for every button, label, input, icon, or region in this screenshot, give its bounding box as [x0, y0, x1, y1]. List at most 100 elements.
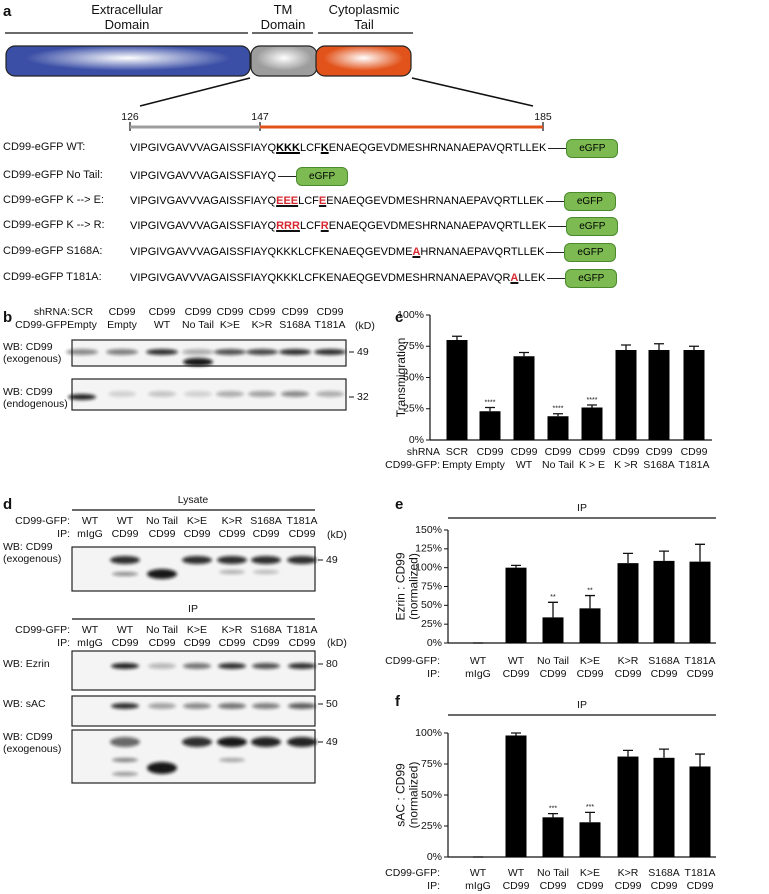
bar [505, 567, 527, 643]
error-bar [519, 351, 529, 357]
bar [446, 340, 468, 440]
x-tick-label: No Tail [537, 867, 569, 879]
row-header: IP: [57, 637, 70, 649]
sequence-segment: VIPGIVGAVVVAGAISSFIAYQ [130, 170, 277, 182]
blot [71, 695, 316, 727]
sequence-segment: VIPGIVGAVVVAGAISSFIAYQKKKLCFKENAEQGEVDME… [130, 272, 511, 284]
error-bar [654, 343, 664, 350]
unit-label: (kD) [327, 637, 347, 649]
lane-label: No Tail [146, 624, 178, 636]
bar [542, 817, 564, 857]
sequence-segment: LCF [299, 220, 321, 232]
lane-label: No Tail [146, 515, 178, 527]
error-bar [659, 748, 669, 758]
band [217, 556, 247, 564]
bar [542, 617, 564, 643]
connector [548, 225, 567, 227]
band [183, 663, 211, 669]
lane-label: CD99 [289, 528, 316, 540]
band [288, 703, 316, 709]
sequence-segment: KKK [276, 142, 300, 154]
error-bar [695, 543, 705, 562]
bar [547, 416, 569, 440]
band [111, 663, 139, 669]
egfp-tag: eGFP [296, 166, 349, 186]
x-tick-label: mIgG [465, 668, 491, 680]
chart-title: IP [577, 699, 587, 711]
significance: *** [549, 805, 557, 812]
lane-label: CD99 [149, 306, 176, 318]
band [252, 703, 280, 709]
band [110, 556, 140, 564]
bar [579, 608, 601, 643]
sequence-row: VIPGIVGAVVVAGAISSFIAYQEEELCFEENAEQGEVDME… [130, 191, 616, 211]
band [112, 758, 138, 762]
egfp-tag: eGFP [565, 268, 618, 288]
band [106, 349, 138, 355]
blot-label: (exogenous) [3, 743, 61, 755]
lane-label: CD99 [149, 637, 176, 649]
construct-name: CD99-eGFP S168A: [3, 245, 103, 257]
y-tick-label: 25% [421, 618, 442, 630]
sequence-row: VIPGIVGAVVVAGAISSFIAYQ eGFP [130, 166, 349, 186]
connector [547, 277, 566, 279]
band [146, 349, 178, 355]
blot-label: WB: Ezrin [3, 658, 50, 670]
band [248, 391, 276, 397]
lane-label: CD99 [219, 528, 246, 540]
x-tick-label: CD99 [511, 446, 538, 458]
x-tick-label: CD99 [540, 668, 567, 680]
error-bar [548, 812, 558, 818]
lane-label: CD99 [289, 637, 316, 649]
lane-label: No Tail [182, 319, 214, 331]
lane-label: CD99 [253, 528, 280, 540]
blot [71, 546, 316, 592]
connector [548, 147, 567, 149]
section-title: IP [188, 603, 198, 615]
row-header: CD99-GFP: [385, 655, 440, 667]
sequence-segment: ENAEQGEVDMESHRNANAEPAVQRTLLEK [328, 220, 547, 232]
band [316, 391, 344, 397]
error-bar [548, 601, 558, 618]
y-tick-label: 0% [427, 637, 442, 649]
x-tick-label: CD99 [651, 668, 678, 680]
sequence: VIPGIVGAVVVAGAISSFIAYQ [130, 170, 276, 182]
x-tick-label: K>E [580, 655, 600, 667]
sequence-segment: VIPGIVGAVVVAGAISSFIAYQ [130, 220, 277, 232]
band [148, 391, 176, 397]
lane-label: CD99 [282, 306, 309, 318]
significance: ** [587, 587, 593, 594]
y-tick-label: 100% [415, 727, 442, 739]
band [314, 349, 346, 355]
domain-label: TM Domain [260, 2, 306, 32]
section-title: Lysate [178, 494, 209, 506]
domain-bar [250, 45, 318, 77]
significance: **** [587, 397, 598, 404]
lane-label: CD99 [317, 306, 344, 318]
band [219, 570, 245, 574]
error-bar [553, 413, 563, 417]
sequence-segment: VIPGIVGAVVVAGAISSFIAYQ [130, 195, 277, 207]
band [147, 569, 177, 579]
x-tick-label: K>R [618, 655, 639, 667]
row-header: CD99-GFP: [15, 624, 70, 636]
error-bar [585, 594, 595, 609]
sequence-segment: A [412, 246, 421, 258]
band [219, 758, 245, 762]
error-bar [689, 345, 699, 350]
bar [505, 735, 527, 857]
x-tick-label: CD99 [681, 446, 708, 458]
error-bar [621, 344, 631, 350]
panel-label: e [395, 496, 403, 513]
x-tick-label: CD99 [577, 880, 604, 892]
x-tick-label: S168A [648, 655, 680, 667]
row-header: CD99-GFP: [385, 867, 440, 879]
domain-bar [5, 45, 251, 77]
panel-label: d [3, 496, 12, 513]
error-bar [452, 335, 462, 340]
blot-label: (endogenous) [3, 398, 68, 410]
band [251, 737, 281, 747]
band [287, 737, 317, 747]
lane-label: CD99 [185, 306, 212, 318]
